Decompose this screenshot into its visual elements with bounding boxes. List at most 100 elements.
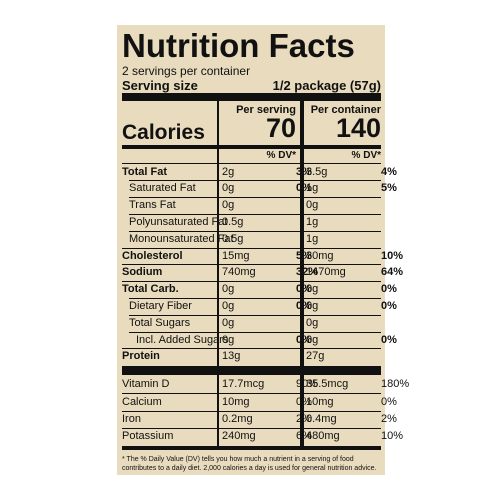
- rule: [122, 428, 381, 429]
- vitamin-label: Calcium: [122, 395, 162, 408]
- amount: 0g: [222, 182, 235, 195]
- vitamin-label: Iron: [122, 412, 141, 425]
- rule: [122, 281, 381, 283]
- amount: 27g: [306, 350, 325, 363]
- thick-rule: [122, 365, 381, 375]
- amount: 13g: [222, 350, 241, 363]
- amount: 0g: [306, 199, 319, 212]
- daily-value: 32%: [296, 266, 319, 279]
- rule: [122, 393, 381, 395]
- daily-value: 0%: [381, 283, 397, 296]
- amount: 1g: [306, 182, 319, 195]
- daily-value: 0%: [381, 299, 397, 312]
- amount: 0g: [222, 316, 235, 329]
- calories-value: 140: [335, 112, 381, 143]
- nutrient-label: Protein: [122, 350, 160, 363]
- medium-rule: [122, 145, 381, 149]
- footnote: * The % Daily Value (DV) tells you how m…: [122, 455, 377, 472]
- daily-value: 90%: [296, 378, 319, 391]
- amount: 0g: [222, 283, 235, 296]
- amount: 10mg: [306, 395, 334, 408]
- amount: 0.2mg: [222, 412, 253, 425]
- amount: 0g: [306, 299, 319, 312]
- daily-value: 0%: [381, 333, 397, 346]
- amount: 0g: [306, 333, 319, 346]
- vitamin-label: Vitamin D: [122, 378, 170, 391]
- rule: [129, 331, 381, 333]
- rule: [122, 348, 381, 350]
- rule: [129, 180, 381, 182]
- daily-value: 0%: [296, 395, 312, 408]
- nutrient-label: Total Sugars: [129, 316, 191, 329]
- nutrient-label: Cholesterol: [122, 249, 183, 262]
- amount: 0.5g: [222, 232, 244, 245]
- column-divider: [300, 101, 304, 446]
- amount: 10mg: [222, 395, 250, 408]
- amount: 3.5g: [306, 165, 328, 178]
- daily-value: 0%: [296, 299, 312, 312]
- servings: 2 servings per container: [122, 64, 251, 78]
- title: Nutrition Facts: [122, 26, 355, 64]
- daily-value: 0%: [296, 182, 312, 195]
- daily-value: 4%: [381, 165, 397, 178]
- nutrient-label: Incl. Added Sugars: [136, 333, 229, 346]
- rule: [129, 197, 381, 199]
- amount: 0g: [306, 283, 319, 296]
- daily-value: 2%: [296, 412, 312, 425]
- daily-value: 10%: [381, 430, 404, 443]
- nutrient-label: Dietary Fiber: [129, 299, 192, 312]
- nutrient-label: Trans Fat: [129, 199, 176, 212]
- amount: 2g: [222, 165, 235, 178]
- daily-value: 0%: [296, 283, 312, 296]
- rule: [129, 314, 381, 316]
- vitamin-label: Potassium: [122, 430, 174, 443]
- amount: 0.5g: [222, 215, 244, 228]
- thick-rule: [122, 93, 381, 101]
- daily-value: 0%: [296, 333, 312, 346]
- daily-value: 6%: [296, 430, 312, 443]
- nutrient-label: Sodium: [122, 266, 163, 279]
- amount: 0g: [222, 299, 235, 312]
- rule: [129, 214, 381, 215]
- rule: [122, 410, 381, 412]
- calories-label: Calories: [122, 120, 205, 144]
- rule: [122, 264, 381, 266]
- column-divider: [217, 101, 219, 446]
- dv-header: % DV*: [351, 150, 381, 161]
- amount: 35.5mcg: [306, 378, 349, 391]
- nutrient-label: Total Fat: [122, 165, 168, 178]
- amount: 240mg: [222, 430, 256, 443]
- column-header: Per serving: [236, 103, 296, 116]
- nutrient-label: Saturated Fat: [129, 182, 196, 195]
- nutrient-label: Total Carb.: [122, 283, 179, 296]
- serving-size: 1/2 package (57g): [272, 77, 381, 93]
- amount: 0.4mg: [306, 412, 337, 425]
- daily-value: 0%: [381, 395, 397, 408]
- amount: 17.7mcg: [222, 378, 265, 391]
- amount: 0g: [222, 199, 235, 212]
- serving-size-label: Serving size: [122, 77, 198, 93]
- nutrient-label: Polyunsaturated Fat: [129, 215, 228, 228]
- amount: 1g: [306, 232, 319, 245]
- calories-value: 70: [265, 112, 296, 143]
- amount: 30mg: [306, 249, 334, 262]
- amount: 15mg: [222, 249, 250, 262]
- rule: [122, 163, 381, 164]
- rule: [129, 298, 381, 299]
- daily-value: 2%: [381, 412, 397, 425]
- daily-value: 3%: [296, 165, 312, 178]
- column-header: Per container: [310, 103, 381, 116]
- amount: 0g: [306, 316, 319, 329]
- rule: [129, 230, 381, 232]
- dv-header: % DV*: [266, 150, 296, 161]
- medium-rule: [122, 446, 381, 450]
- daily-value: 10%: [381, 249, 404, 262]
- nutrient-label: Monounsaturated Fat: [129, 232, 234, 245]
- daily-value: 5%: [296, 249, 312, 262]
- rule: [122, 247, 381, 249]
- daily-value: 64%: [381, 266, 404, 279]
- amount: 1470mg: [306, 266, 346, 279]
- amount: 0g: [222, 333, 235, 346]
- daily-value: 5%: [381, 182, 397, 195]
